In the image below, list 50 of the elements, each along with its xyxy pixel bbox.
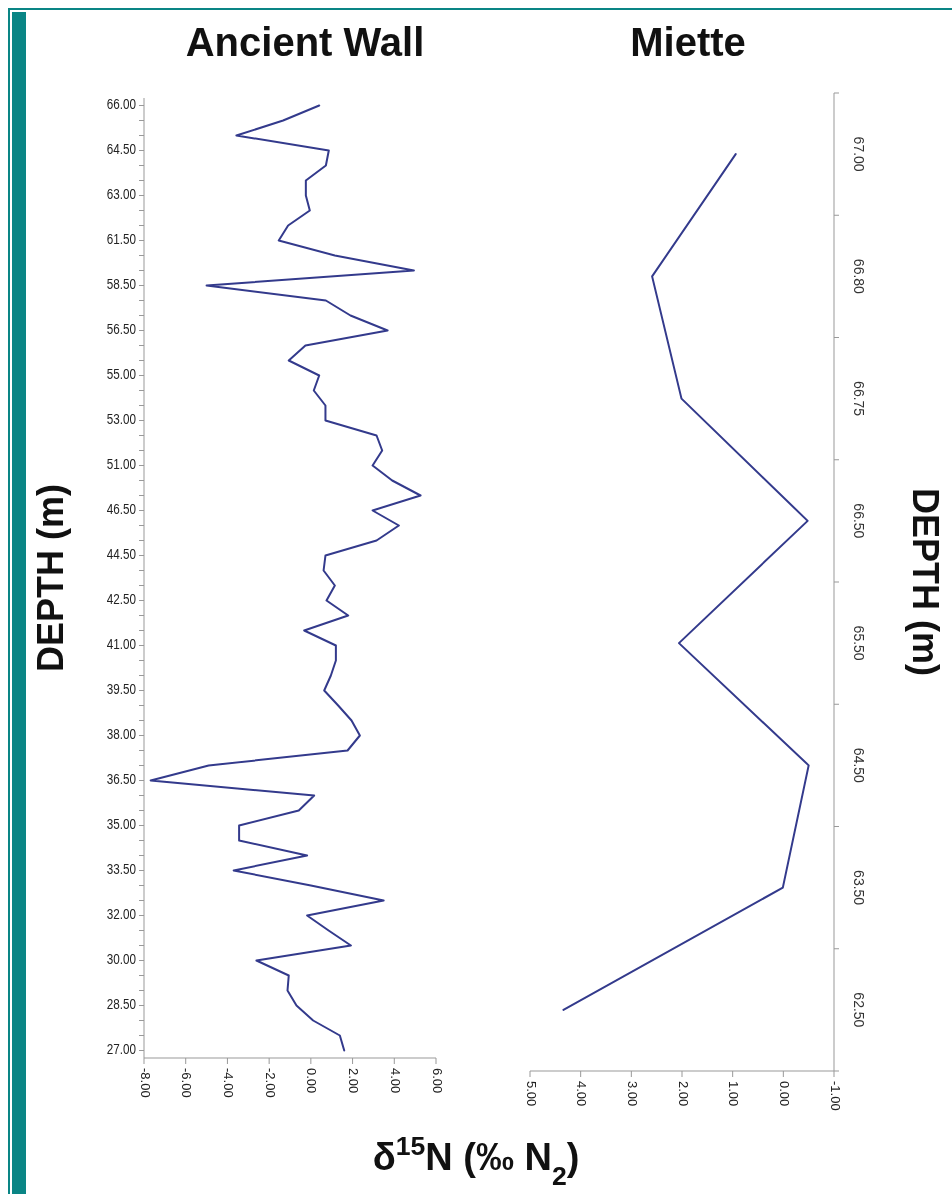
y-tick-label: 39.50 xyxy=(106,681,136,698)
y-tick-label: 62.50 xyxy=(851,992,868,1028)
y-tick-label: 38.00 xyxy=(106,726,136,743)
y-tick-label: 32.00 xyxy=(106,906,136,923)
y-tick-label: 44.50 xyxy=(106,546,136,563)
y-tick-label: 65.50 xyxy=(851,625,868,661)
x-tick-label: 6.00 xyxy=(429,1068,445,1094)
x-tick-label: 0.00 xyxy=(304,1068,320,1094)
y-tick-label: 55.00 xyxy=(106,366,136,383)
y-axis-title: DEPTH (m) xyxy=(905,488,947,676)
y-tick-label: 35.00 xyxy=(106,816,136,833)
y-tick-label: 64.50 xyxy=(106,141,136,158)
x-tick-label: 5.00 xyxy=(523,1081,539,1107)
y-tick-label: 36.50 xyxy=(106,771,136,788)
y-tick-label: 67.00 xyxy=(851,136,868,172)
x-tick-label: 0.00 xyxy=(776,1081,792,1107)
y-tick-label: 63.00 xyxy=(106,186,136,203)
y-tick-label: 66.00 xyxy=(106,96,136,113)
y-tick-label: 56.50 xyxy=(106,321,136,338)
y-tick-label: 61.50 xyxy=(106,231,136,248)
y-tick-label: 41.00 xyxy=(106,636,136,653)
chart-title: Ancient Wall xyxy=(185,20,425,64)
chart-title: Miette xyxy=(630,20,746,64)
x-tick-label: 3.00 xyxy=(624,1081,640,1107)
y-tick-label: 58.50 xyxy=(106,276,136,293)
y-tick-label: 66.75 xyxy=(851,381,868,417)
y-axis-title: DEPTH (m) xyxy=(29,484,71,672)
x-tick-label: -4.00 xyxy=(220,1068,236,1098)
y-tick-label: 66.80 xyxy=(851,258,868,295)
x-tick-label: -8.00 xyxy=(137,1068,153,1098)
x-tick-label: 1.00 xyxy=(726,1081,742,1107)
x-tick-label: 2.00 xyxy=(675,1081,691,1107)
x-tick-label: 2.00 xyxy=(346,1068,362,1094)
y-tick-label: 53.00 xyxy=(106,411,136,428)
y-tick-label: 46.50 xyxy=(106,501,136,518)
x-tick-label: 4.00 xyxy=(574,1081,590,1107)
y-tick-label: 63.50 xyxy=(851,870,868,906)
x-tick-label: -1.00 xyxy=(827,1081,843,1111)
y-tick-label: 33.50 xyxy=(106,861,136,878)
x-tick-label: -6.00 xyxy=(179,1068,195,1098)
y-tick-label: 28.50 xyxy=(106,996,136,1013)
y-tick-label: 51.00 xyxy=(106,456,136,473)
y-tick-label: 66.50 xyxy=(851,503,868,539)
y-tick-label: 27.00 xyxy=(106,1041,136,1058)
x-tick-label: 4.00 xyxy=(387,1068,403,1094)
y-tick-label: 42.50 xyxy=(106,591,136,608)
y-tick-label: 30.00 xyxy=(106,951,136,968)
x-tick-label: -2.00 xyxy=(262,1068,278,1098)
y-tick-label: 64.50 xyxy=(851,747,868,784)
x-axis-title: δ$^{15}$N (‰ N$_{2}$) xyxy=(372,1131,580,1191)
